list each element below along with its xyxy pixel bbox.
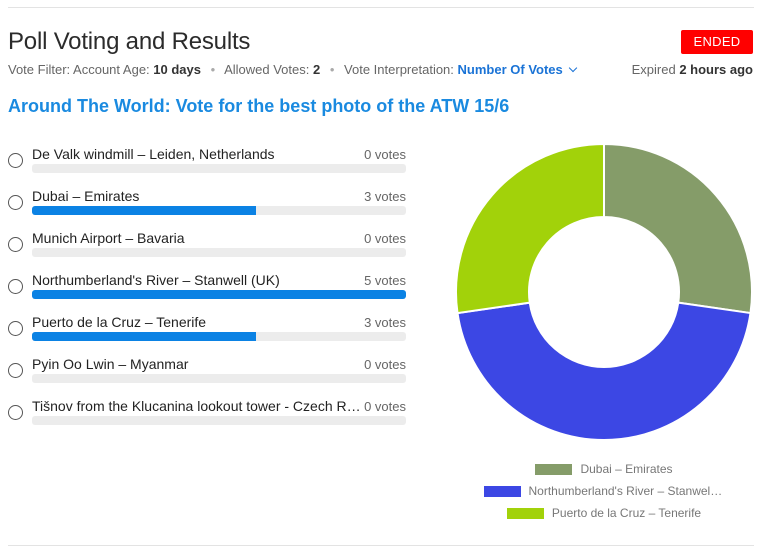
- legend-label: Northumberland's River – Stanwell ...: [528, 484, 725, 498]
- option-votes: 3 votes: [364, 189, 406, 204]
- chevron-down-icon: [568, 63, 577, 73]
- poll-option[interactable]: Northumberland's River – Stanwell (UK) 5…: [8, 272, 406, 314]
- page-title: Poll Voting and Results: [8, 28, 251, 55]
- radio-button[interactable]: [8, 279, 23, 294]
- poll-option[interactable]: Dubai – Emirates 3 votes: [8, 188, 406, 230]
- vote-bar: [32, 374, 406, 383]
- vote-bar: [32, 290, 406, 299]
- radio-button[interactable]: [8, 237, 23, 252]
- interpretation-dropdown[interactable]: Number Of Votes: [457, 62, 577, 77]
- donut-slice-0[interactable]: [603, 142, 753, 315]
- allowed-votes-label: Allowed Votes:: [224, 62, 310, 77]
- legend-swatch: [535, 463, 573, 475]
- poll-question: Around The World: Vote for the best phot…: [8, 96, 510, 116]
- option-label: Pyin Oo Lwin – Myanmar: [32, 356, 189, 372]
- radio-button[interactable]: [8, 405, 23, 420]
- expired-label: Expired: [631, 62, 676, 77]
- legend-label: Puerto de la Cruz – Tenerife: [551, 506, 702, 520]
- option-label: Tišnov from the Klucanina lookout tower …: [32, 398, 362, 414]
- status-badge: ENDED: [681, 30, 753, 54]
- interpretation-value: Number Of Votes: [457, 62, 563, 77]
- option-votes: 3 votes: [364, 315, 406, 330]
- radio-button[interactable]: [8, 153, 23, 168]
- poll-meta: Vote Filter: Account Age: 10 days • Allo…: [8, 62, 577, 77]
- option-votes: 0 votes: [364, 147, 406, 162]
- vote-bar: [32, 248, 406, 257]
- vote-bar-fill: [32, 332, 257, 341]
- expired-info: Expired 2 hours ago: [632, 62, 753, 77]
- radio-button[interactable]: [8, 363, 23, 378]
- account-age-label: Account Age:: [73, 62, 150, 77]
- poll-option[interactable]: Puerto de la Cruz – Tenerife 3 votes: [8, 314, 406, 356]
- donut-slice-1[interactable]: [456, 301, 752, 442]
- option-votes: 0 votes: [364, 399, 406, 414]
- vote-bar: [32, 206, 406, 215]
- expired-value: 2 hours ago: [679, 62, 753, 77]
- separator-dot: •: [210, 62, 216, 77]
- legend-swatch: [483, 485, 521, 497]
- donut-slice-2[interactable]: [455, 142, 605, 315]
- poll-option[interactable]: Pyin Oo Lwin – Myanmar 0 votes: [8, 356, 406, 398]
- poll-option[interactable]: De Valk windmill – Leiden, Netherlands 0…: [8, 146, 406, 188]
- allowed-votes-value: 2: [313, 62, 321, 77]
- legend-swatch: [506, 507, 544, 519]
- poll-option[interactable]: Munich Airport – Bavaria 0 votes: [8, 230, 406, 272]
- radio-button[interactable]: [8, 321, 23, 336]
- separator-dot: •: [329, 62, 335, 77]
- legend-label: Dubai – Emirates: [580, 462, 673, 476]
- legend-item[interactable]: Puerto de la Cruz – Tenerife: [440, 502, 768, 524]
- option-label: Puerto de la Cruz – Tenerife: [32, 314, 207, 330]
- radio-button[interactable]: [8, 195, 23, 210]
- option-label: Northumberland's River – Stanwell (UK): [32, 272, 280, 288]
- vote-bar: [32, 332, 406, 341]
- poll-option[interactable]: Tišnov from the Klucanina lookout tower …: [8, 398, 406, 440]
- vote-bar-fill: [32, 206, 257, 215]
- option-label: De Valk windmill – Leiden, Netherlands: [32, 146, 275, 162]
- poll-options: De Valk windmill – Leiden, Netherlands 0…: [8, 146, 406, 440]
- legend-item[interactable]: Dubai – Emirates: [440, 458, 768, 480]
- vote-bar-fill: [32, 290, 406, 299]
- account-age-value: 10 days: [153, 62, 201, 77]
- option-label: Munich Airport – Bavaria: [32, 230, 185, 246]
- option-label: Dubai – Emirates: [32, 188, 140, 204]
- option-votes: 0 votes: [364, 231, 406, 246]
- legend-item[interactable]: Northumberland's River – Stanwell ...: [440, 480, 768, 502]
- option-votes: 0 votes: [364, 357, 406, 372]
- vote-filter-label: Vote Filter:: [8, 62, 71, 77]
- bottom-divider: [8, 545, 754, 546]
- vote-bar: [32, 164, 406, 173]
- option-votes: 5 votes: [364, 273, 406, 288]
- results-donut-chart: [455, 142, 753, 442]
- top-divider: [8, 7, 754, 8]
- vote-bar: [32, 416, 406, 425]
- interpretation-label: Vote Interpretation:: [344, 62, 454, 77]
- chart-legend: Dubai – Emirates Northumberland's River –…: [440, 458, 768, 524]
